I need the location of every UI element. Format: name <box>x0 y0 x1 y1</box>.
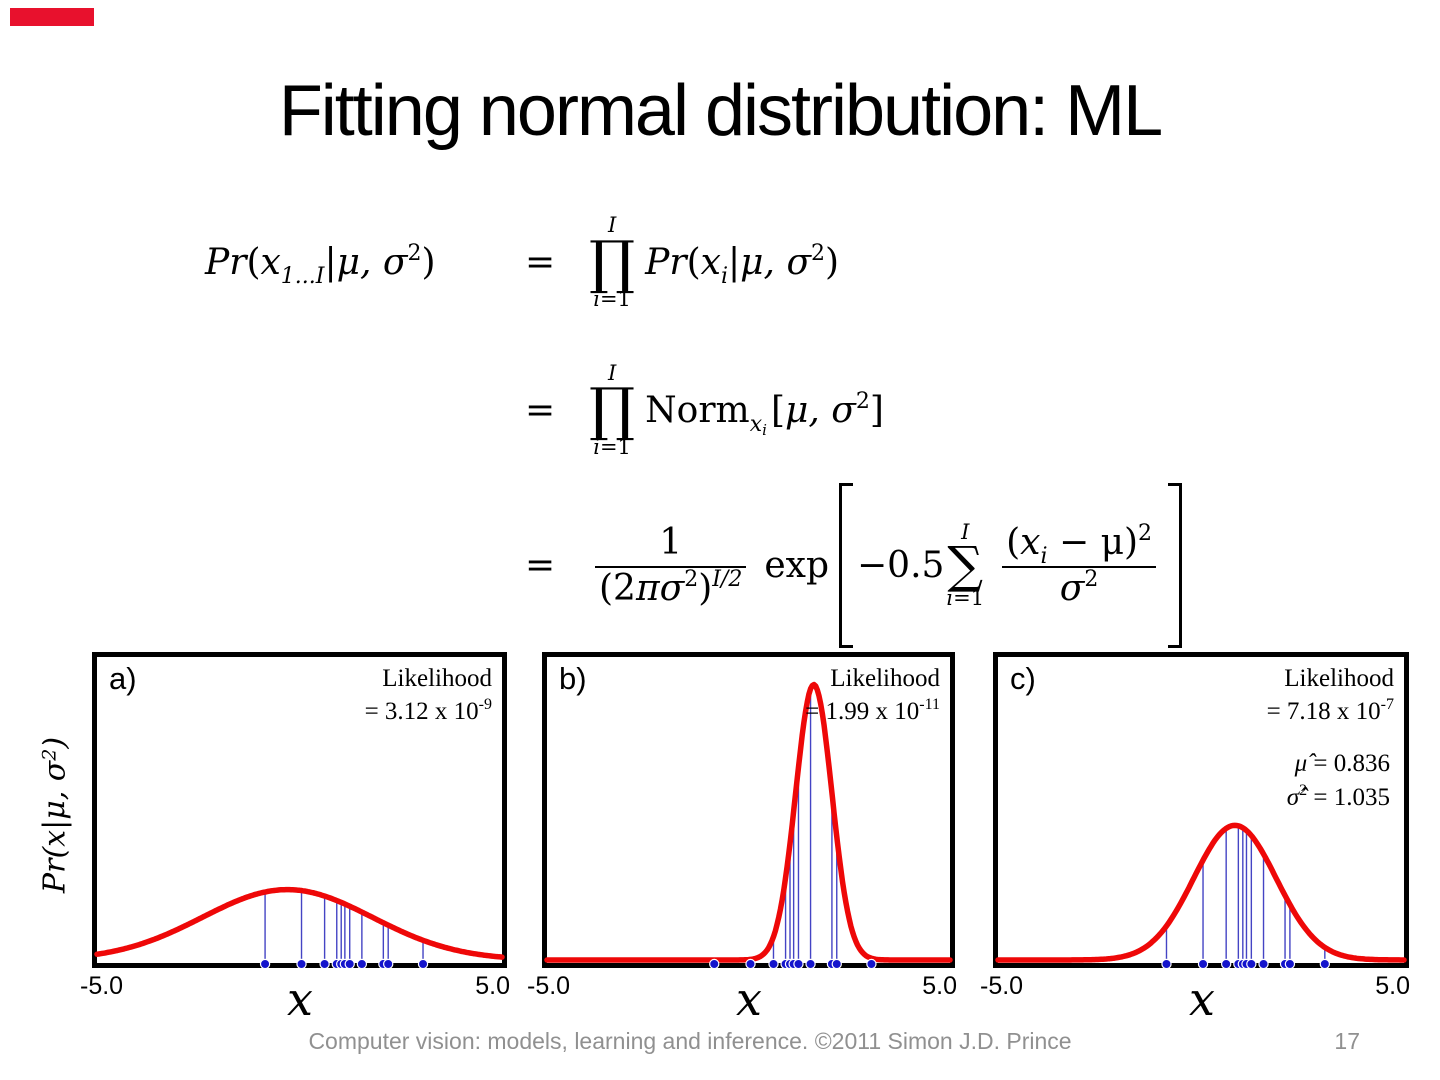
yaxis-label: Pr(x|μ, σ2) <box>37 736 73 894</box>
eq3-equals: = <box>525 545 556 586</box>
red-marker-bar <box>10 8 94 26</box>
panel-label-c: c) <box>1010 661 1036 696</box>
product-operator: I ∏ i=1 <box>589 213 636 312</box>
equation-line-1: Pr(x1...I|μ, σ2) = I ∏ i=1 Pr(xi|μ, σ2) <box>205 190 839 335</box>
slide-title: Fitting normal distribution: ML <box>278 71 1163 151</box>
normalizer-fraction: 1 (2πσ2)I/2 <box>595 523 747 608</box>
ml-estimates: μ̂ = 0.836 σ̂2 = 1.035 <box>1286 750 1390 811</box>
xtick-min-c: -5.0 <box>980 972 1024 1000</box>
plot-panel-c: c) Likelihood = 7.18 x 10-7 μ̂ = 0.836 σ… <box>993 652 1409 970</box>
equation-line-3: = 1 (2πσ2)I/2 exp −0.5 I ∑ i=1 (xi − μ)2… <box>205 483 1186 648</box>
likelihood-annotation-a: Likelihood = 3.12 x 10-9 <box>364 665 492 725</box>
xtick-max-a: 5.0 <box>475 972 510 1000</box>
eq1-lhs: Pr(x1...I|μ, σ2) <box>205 241 436 289</box>
xaxis-label-a: x <box>287 972 313 1026</box>
eq1-equals: = <box>525 242 556 283</box>
residual-fraction: (xi − μ)2 σ2 <box>1002 522 1157 608</box>
product-operator-2: I ∏ i=1 <box>589 360 636 459</box>
plot-panel-a: a) Likelihood = 3.12 x 10-9 <box>92 652 507 970</box>
sum-operator: I ∑ i=1 <box>946 519 985 611</box>
gaussian-chart-a <box>94 886 505 970</box>
panel-label-b: b) <box>559 661 587 696</box>
equation-line-2: = I ∏ i=1 Normxi [μ, σ2] <box>205 340 884 480</box>
eq2-equals: = <box>525 389 556 431</box>
xaxis-label-b: x <box>736 972 762 1026</box>
likelihood-annotation-c: Likelihood = 7.18 x 10-7 <box>1266 665 1394 725</box>
left-bracket <box>839 483 853 648</box>
exp-word: exp <box>764 545 829 586</box>
coefficient: −0.5 <box>857 545 945 586</box>
xtick-min-b: -5.0 <box>527 972 571 1000</box>
plot-panel-b: b) Likelihood = 1.99 x 10-11 <box>542 652 955 970</box>
gaussian-chart-b <box>544 681 953 970</box>
xtick-min-a: -5.0 <box>80 972 124 1000</box>
xaxis-label-c: x <box>1189 972 1215 1026</box>
page-number: 17 <box>1334 1028 1360 1054</box>
eq2-rhs: Normxi [μ, σ2] <box>645 388 884 439</box>
footer-credit: Computer vision: models, learning and in… <box>308 1028 1072 1054</box>
panel-label-a: a) <box>109 661 137 696</box>
xtick-max-b: 5.0 <box>922 972 957 1000</box>
xtick-max-c: 5.0 <box>1375 972 1410 1000</box>
gaussian-chart-c <box>995 822 1407 970</box>
likelihood-annotation-b: Likelihood = 1.99 x 10-11 <box>805 665 940 725</box>
right-bracket <box>1168 483 1183 648</box>
eq1-rhs: Pr(xi|μ, σ2) <box>645 241 840 289</box>
